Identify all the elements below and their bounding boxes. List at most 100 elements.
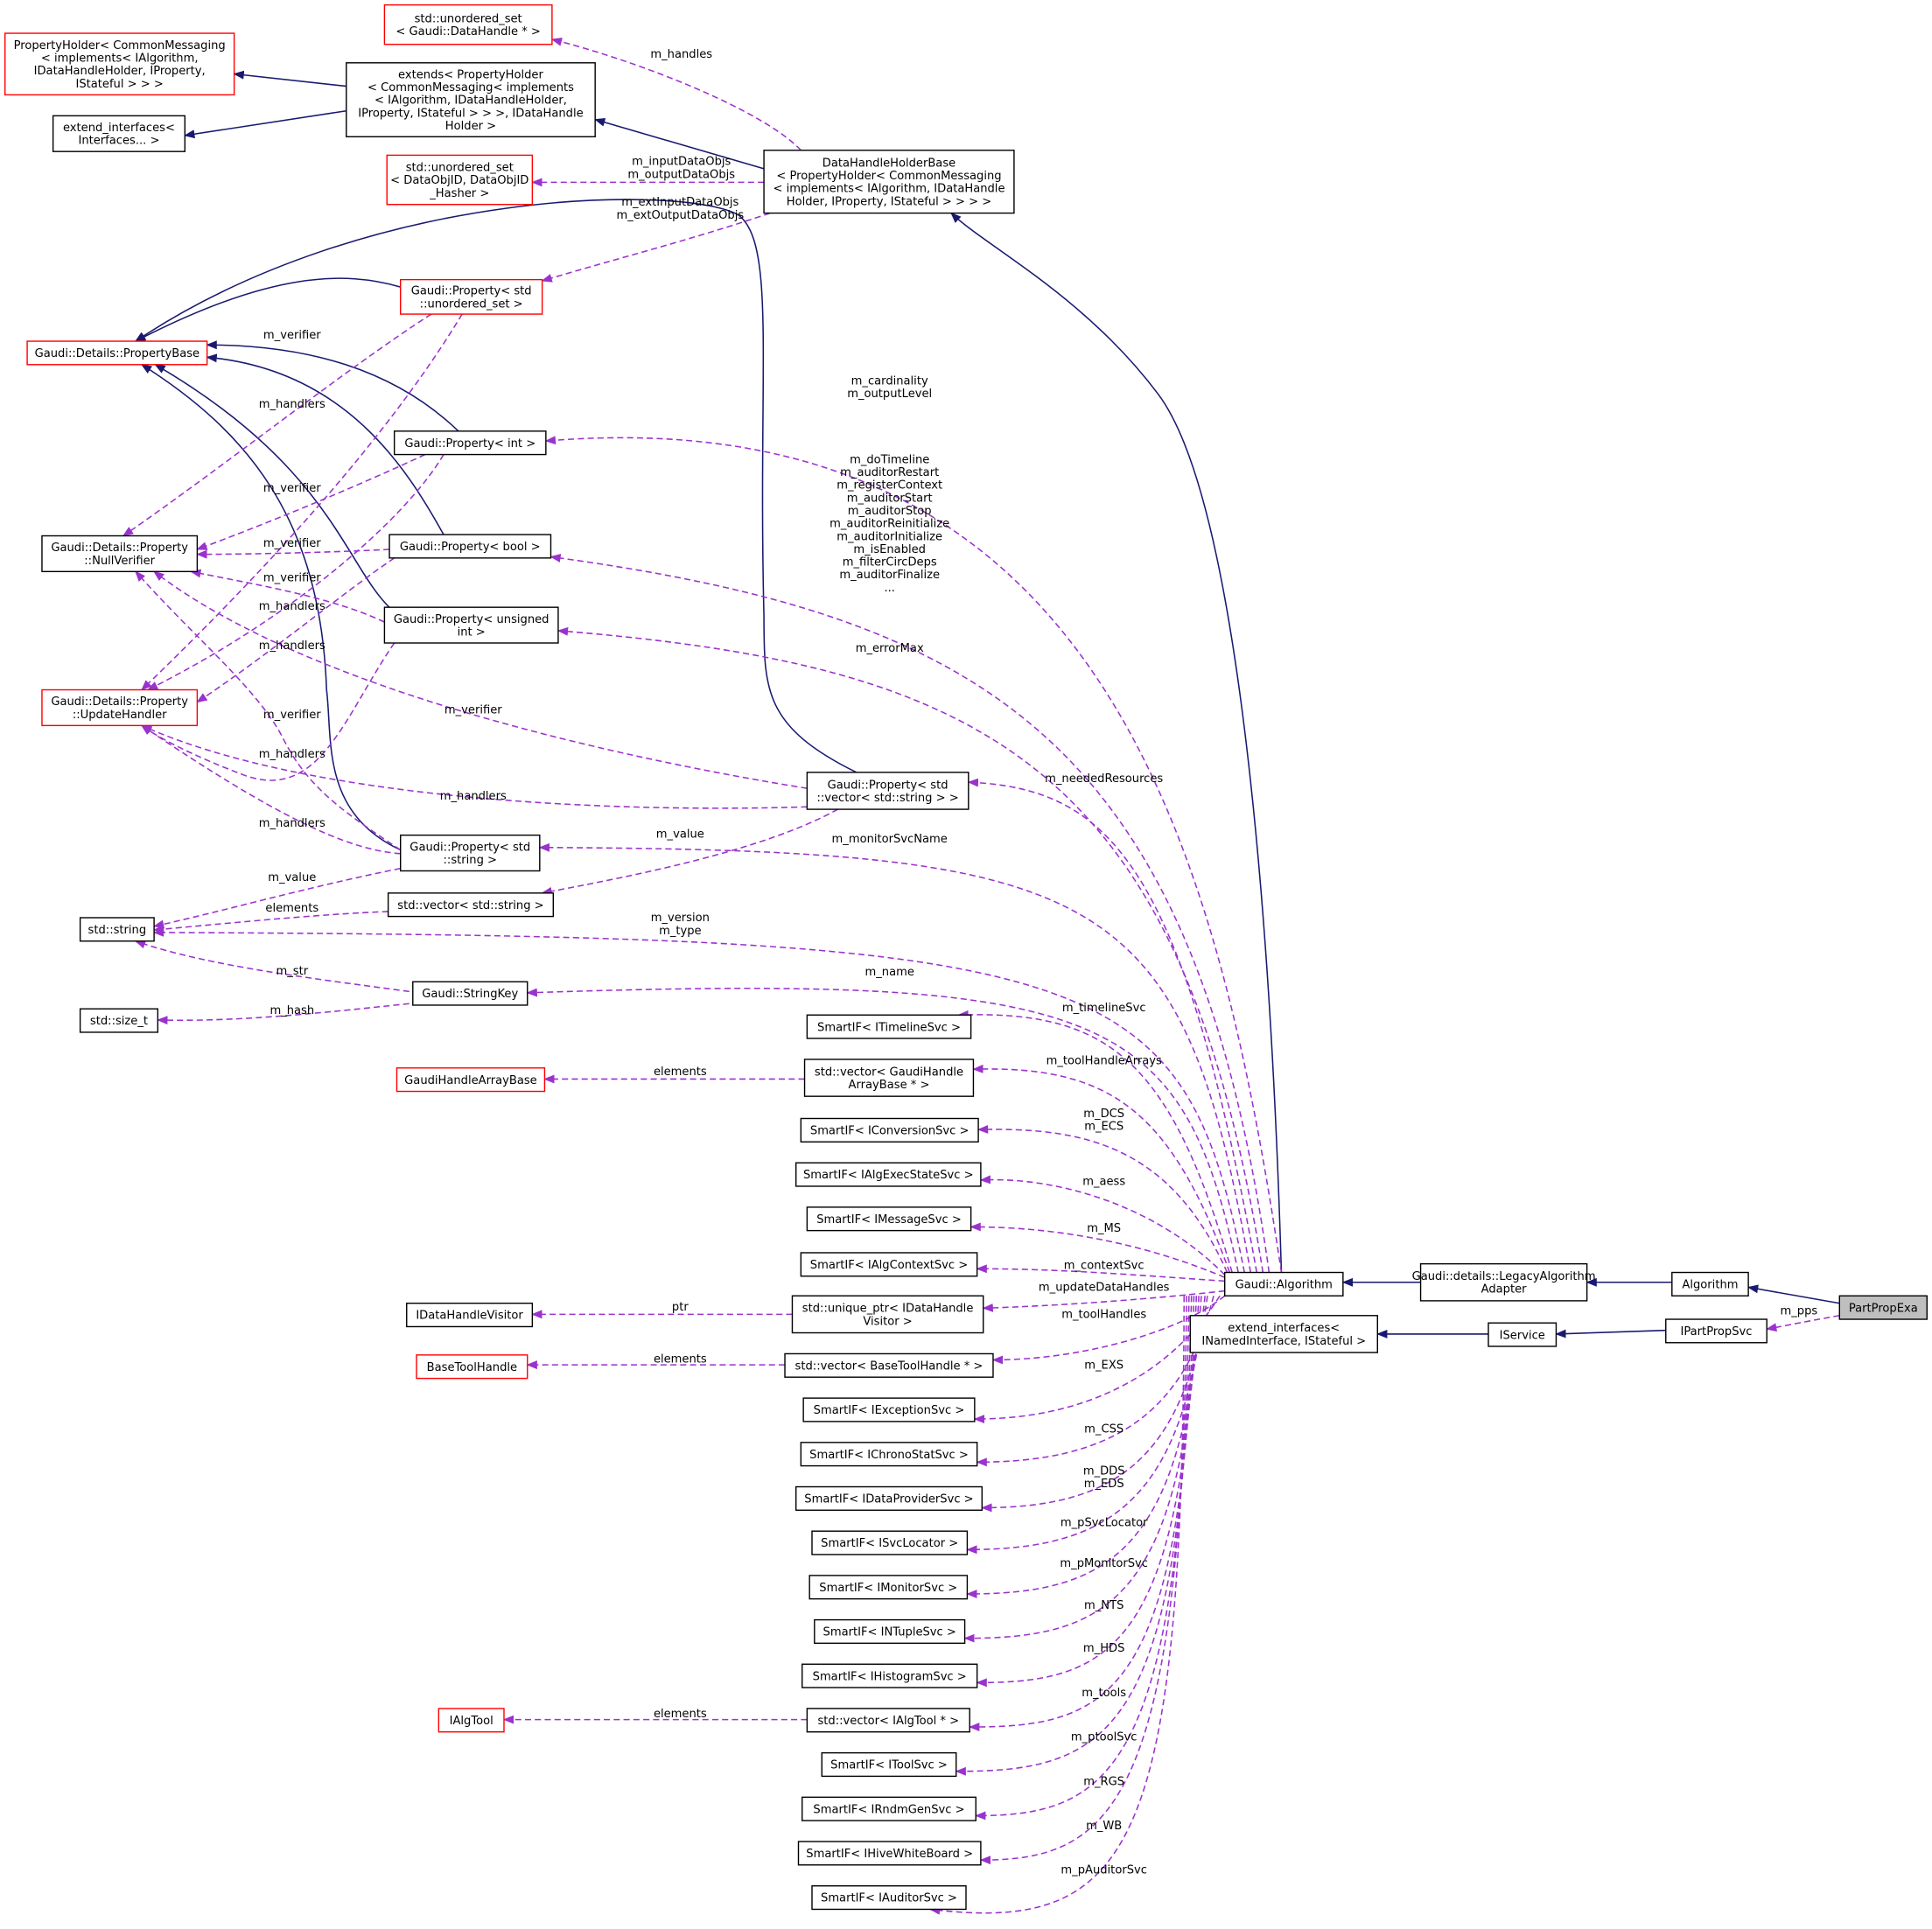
class-node-ext[interactable]: extends< PropertyHolder< CommonMessaging… — [346, 62, 596, 137]
class-node-pb[interactable]: Gaudi::Details::PropertyBase — [26, 340, 208, 366]
node-box[interactable] — [346, 62, 596, 137]
node-box[interactable] — [794, 1485, 984, 1511]
class-node-nv[interactable]: Gaudi::Details::Property::NullVerifier — [41, 535, 199, 573]
node-box[interactable] — [1665, 1318, 1768, 1344]
node-box[interactable] — [388, 534, 552, 559]
class-node-exc[interactable]: SmartIF< IExceptionSvc > — [802, 1397, 976, 1422]
class-node-str[interactable]: std::string — [79, 917, 155, 942]
class-node-chr[interactable]: SmartIF< IChronoStatSvc > — [800, 1442, 978, 1467]
node-box[interactable] — [806, 1206, 972, 1232]
node-box[interactable] — [784, 1352, 994, 1378]
node-box[interactable] — [802, 1796, 976, 1821]
class-node-actx[interactable]: SmartIF< IAlgContextSvc > — [800, 1252, 978, 1277]
class-node-eini[interactable]: extend_interfaces<INamedInterface, IStat… — [1189, 1315, 1378, 1353]
node-box[interactable] — [821, 1751, 957, 1778]
class-node-mon[interactable]: SmartIF< IMonitorSvc > — [808, 1575, 969, 1600]
class-node-st[interactable]: std::size_t — [79, 1008, 159, 1033]
class-node-usd[interactable]: std::unordered_set< DataObjID, DataObjID… — [386, 154, 534, 206]
class-node-pstr[interactable]: Gaudi::Property< std::string > — [400, 834, 541, 872]
class-node-vbth[interactable]: std::vector< BaseToolHandle * > — [784, 1352, 994, 1378]
node-box[interactable] — [400, 278, 543, 315]
class-node-dhhb[interactable]: DataHandleHolderBase< PropertyHolder< Co… — [763, 150, 1015, 214]
class-node-dps[interactable]: SmartIF< IDataProviderSvc > — [794, 1485, 984, 1511]
class-node-pvs[interactable]: Gaudi::Property< std::vector< std::strin… — [806, 772, 970, 810]
class-node-uh[interactable]: Gaudi::Details::Property::UpdateHandler — [41, 688, 199, 727]
node-box[interactable] — [763, 150, 1015, 214]
node-box[interactable] — [383, 606, 559, 644]
node-box[interactable] — [383, 3, 553, 45]
node-box[interactable] — [791, 1295, 984, 1334]
class-node-isvc[interactable]: IService — [1488, 1322, 1558, 1347]
class-node-iat[interactable]: IAlgTool — [438, 1708, 505, 1733]
node-box[interactable] — [811, 1530, 969, 1555]
node-box[interactable] — [79, 1008, 159, 1033]
node-box[interactable] — [800, 1117, 979, 1143]
node-box[interactable] — [412, 981, 528, 1006]
node-box[interactable] — [802, 1397, 976, 1422]
node-box[interactable] — [803, 1059, 975, 1097]
class-node-ei[interactable]: extend_interfaces<Interfaces... > — [52, 115, 186, 152]
class-node-ntp[interactable]: SmartIF< INTupleSvc > — [814, 1618, 966, 1645]
node-box[interactable] — [52, 115, 186, 152]
node-box[interactable] — [41, 688, 199, 727]
class-node-pus[interactable]: Gaudi::Property< std::unordered_set > — [400, 278, 543, 315]
node-box[interactable] — [814, 1618, 966, 1645]
node-box[interactable] — [800, 1442, 978, 1467]
class-node-pbool[interactable]: Gaudi::Property< bool > — [388, 534, 552, 559]
node-box[interactable] — [416, 1354, 528, 1380]
class-node-aud[interactable]: SmartIF< IAuditorSvc > — [811, 1885, 967, 1911]
node-box[interactable] — [811, 1885, 967, 1911]
node-box[interactable] — [1189, 1315, 1378, 1353]
class-node-vs[interactable]: std::vector< std::string > — [387, 892, 555, 918]
node-box[interactable] — [806, 1708, 970, 1733]
node-box[interactable] — [406, 1303, 534, 1328]
node-box[interactable] — [393, 430, 547, 456]
class-node-ppe[interactable]: PartPropExa — [1838, 1295, 1928, 1320]
class-node-tl[interactable]: SmartIF< ITimelineSvc > — [806, 1014, 972, 1039]
class-node-conv[interactable]: SmartIF< IConversionSvc > — [800, 1117, 979, 1143]
node-box[interactable] — [41, 535, 199, 573]
node-box[interactable] — [1223, 1271, 1344, 1296]
node-box[interactable] — [386, 154, 534, 206]
node-box[interactable] — [26, 340, 208, 366]
node-box[interactable] — [387, 892, 555, 918]
class-node-his[interactable]: SmartIF< IHistogramSvc > — [802, 1663, 978, 1688]
node-box[interactable] — [802, 1663, 978, 1688]
class-node-svl[interactable]: SmartIF< ISvcLocator > — [811, 1530, 969, 1555]
class-node-tsv[interactable]: SmartIF< IToolSvc > — [821, 1751, 957, 1778]
class-node-updhv[interactable]: std::unique_ptr< IDataHandleVisitor > — [791, 1295, 984, 1334]
class-node-pint[interactable]: Gaudi::Property< int > — [393, 430, 547, 456]
node-box[interactable] — [4, 32, 235, 96]
class-node-hwb[interactable]: SmartIF< IHiveWhiteBoard > — [797, 1841, 982, 1866]
class-node-ghab[interactable]: GaudiHandleArrayBase — [396, 1067, 546, 1093]
node-box[interactable] — [400, 834, 541, 872]
class-node-ph[interactable]: PropertyHolder< CommonMessaging< impleme… — [4, 32, 235, 96]
class-node-msg[interactable]: SmartIF< IMessageSvc > — [806, 1206, 972, 1232]
class-node-vghab[interactable]: std::vector< GaudiHandleArrayBase * > — [803, 1059, 975, 1097]
node-box[interactable] — [800, 1252, 978, 1277]
node-box[interactable] — [1838, 1295, 1928, 1320]
class-node-ipps[interactable]: IPartPropSvc — [1665, 1318, 1768, 1344]
node-box[interactable] — [1488, 1322, 1558, 1347]
class-node-galg[interactable]: Gaudi::Algorithm — [1223, 1271, 1344, 1296]
node-box[interactable] — [79, 917, 155, 942]
node-box[interactable] — [808, 1575, 969, 1600]
node-box[interactable] — [806, 1014, 972, 1039]
class-node-alg[interactable]: Algorithm — [1671, 1271, 1749, 1296]
class-node-aes[interactable]: SmartIF< IAlgExecStateSvc > — [794, 1162, 982, 1187]
class-node-viat[interactable]: std::vector< IAlgTool * > — [806, 1708, 970, 1733]
node-box[interactable] — [438, 1708, 505, 1733]
node-box[interactable] — [1419, 1262, 1588, 1302]
class-node-ush[interactable]: std::unordered_set< Gaudi::DataHandle * … — [383, 3, 553, 45]
node-box[interactable] — [1671, 1271, 1749, 1296]
node-box[interactable] — [794, 1162, 982, 1187]
class-node-rnd[interactable]: SmartIF< IRndmGenSvc > — [802, 1796, 976, 1821]
class-node-bth[interactable]: BaseToolHandle — [416, 1354, 528, 1380]
node-box[interactable] — [806, 772, 970, 810]
node-box[interactable] — [396, 1067, 546, 1093]
class-node-dhv[interactable]: IDataHandleVisitor — [406, 1303, 534, 1328]
class-node-sk[interactable]: Gaudi::StringKey — [412, 981, 528, 1006]
node-box[interactable] — [797, 1841, 982, 1866]
